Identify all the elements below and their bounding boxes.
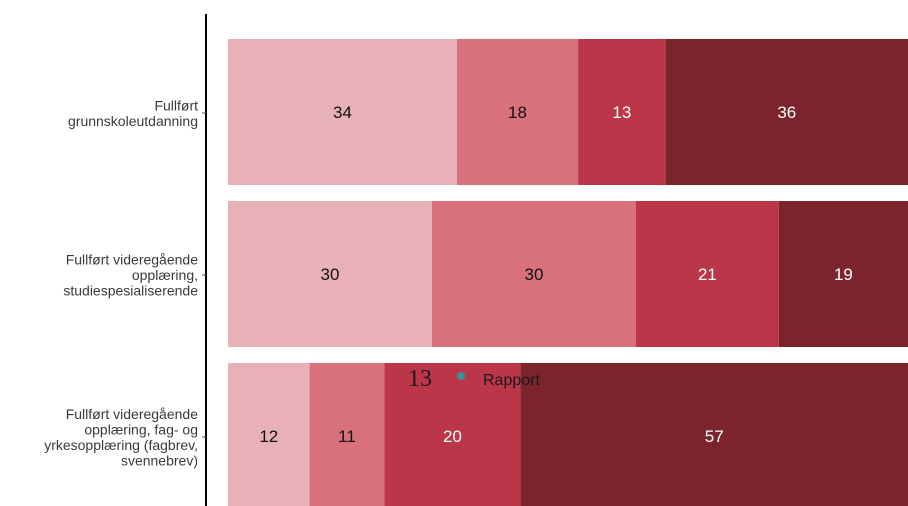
bar-segment-0-0 (228, 39, 457, 185)
footer-text: Rapport (483, 372, 540, 389)
bar-segment-0-1 (456, 39, 579, 185)
bar-segment-2-3 (520, 363, 908, 506)
bar-segment-0-3 (665, 39, 908, 185)
bar-segment-1-0 (228, 201, 432, 347)
bar-segment-2-2 (384, 363, 521, 506)
category-label-0: Fullført grunnskoleutdanning (68, 97, 198, 129)
data-label-1-0: 30 (321, 265, 340, 284)
labels-layer: 34 18 13 36 Fullført grunnskoleutdanning 30 30 2… (44, 97, 853, 468)
bar-segment-2-0 (228, 363, 310, 506)
footer: 13 Rapport (408, 366, 540, 392)
bars-layer (228, 39, 908, 506)
data-label-0-0: 34 (333, 103, 352, 122)
bar-segment-0-2 (578, 39, 666, 185)
data-label-0-2: 13 (612, 103, 631, 122)
category-label-1: Fullført videregående opplæring, studiespe… (63, 252, 198, 299)
data-label-0-1: 18 (508, 103, 527, 122)
footer-dot-icon (457, 372, 465, 380)
data-label-1-1: 30 (525, 265, 544, 284)
bar-segment-2-1 (309, 363, 385, 506)
bar-segment-1-3 (778, 201, 908, 347)
bar-segment-1-2 (636, 201, 779, 347)
footer-number: 13 (408, 366, 432, 392)
data-label-1-3: 19 (834, 265, 853, 284)
data-label-2-1: 11 (338, 427, 356, 446)
category-label-2: Fullført videregående opplæring, fag- og y… (44, 406, 198, 469)
data-label-0-3: 36 (777, 103, 796, 122)
data-label-1-2: 21 (698, 265, 717, 284)
data-label-2-2: 20 (443, 427, 462, 446)
data-label-2-0: 12 (259, 427, 278, 446)
bar-segment-1-1 (432, 201, 636, 347)
data-label-2-3: 57 (705, 427, 724, 446)
